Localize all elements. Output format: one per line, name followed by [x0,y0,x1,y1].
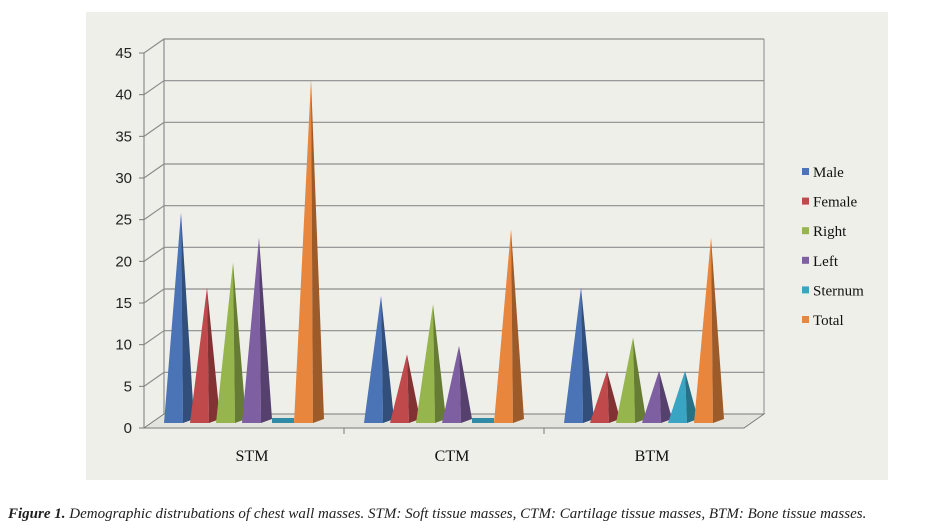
bar-face-side [685,371,698,423]
bar-face-front [190,287,209,423]
gridline [143,205,764,221]
bar-face-side [259,237,272,423]
bar-face-side [207,287,220,423]
y-tick-label: 5 [124,378,132,395]
chart-svg: 0 5 10 15 20 25 30 35 40 45 STM CTM BTM Male Female R… [115,38,864,465]
x-tick-label-ctm: CTM [435,448,470,465]
gridline [143,38,764,54]
bar-right-btm [616,337,646,423]
bar-face-front [416,304,435,423]
legend-swatch-male [802,168,809,175]
bar-male-ctm [364,296,394,423]
legend-label-sternum: Sternum [813,283,864,299]
y-axis-ticks: 0 5 10 15 20 25 30 35 40 45 [115,45,144,437]
bar-face-side [181,212,194,423]
figure-caption-text: Demographic distrubations of chest wall … [65,506,867,522]
y-tick-label: 40 [115,87,132,104]
legend-swatch-left [802,256,809,264]
legend: Male Female Right Left Sternum Total [802,165,864,329]
bar-total-stm [294,79,324,423]
bar-face-side [659,371,672,423]
bar-female-ctm [390,354,420,423]
x-tick-label-stm: STM [236,448,269,465]
gridline [143,121,764,137]
bar-female-btm [590,371,620,423]
bar-sternum-stm [272,418,294,423]
bar-face-side [607,371,620,423]
legend-swatch-total [802,316,809,323]
bar-face-front [590,371,609,423]
y-tick-label: 10 [115,337,132,354]
y-tick-label: 30 [115,170,132,187]
bar-face-front [494,229,513,423]
legend-label-male: Male [813,165,844,181]
figure-label: Figure 1. [8,506,66,522]
bar-male-btm [564,287,594,423]
bar-total-ctm [494,229,524,423]
bar-face-side [459,346,472,423]
y-tick-label: 25 [115,212,132,229]
bar-face-front [442,346,461,423]
chart-panel: 0 5 10 15 20 25 30 35 40 45 STM CTM BTM Male Female R… [86,12,888,480]
legend-swatch-sternum [802,286,809,294]
bar-face-side [407,354,420,423]
gridline [143,246,764,262]
bar-face-side [233,262,246,423]
legend-label-female: Female [813,195,857,211]
bar-right-ctm [416,304,446,423]
legend-swatch-right [802,227,809,235]
bar-total-btm [694,237,724,423]
bar-face-side [581,287,594,423]
bar-face-side [433,304,446,423]
legend-swatch-female [802,197,809,205]
bars [164,79,724,423]
figure-caption: Figure 1. Demographic distrubations of c… [8,506,943,523]
bar-right-stm [216,262,246,423]
bar-left-ctm [442,346,472,423]
x-axis-labels: STM CTM BTM [236,428,670,465]
bar-face-front [216,262,235,423]
y-tick-label: 15 [115,295,132,312]
gridlines [143,38,764,387]
bar-face-front [668,371,687,423]
bar-male-stm [164,212,194,423]
bar-sternum-btm [668,371,698,423]
bar-left-stm [242,237,272,423]
bar-face-front [242,237,261,423]
bar-face-front [694,237,713,423]
bar-left-btm [642,371,672,423]
bar-face-front [616,337,635,423]
legend-label-right: Right [813,224,847,240]
bar-face-side [381,296,394,423]
y-tick-label: 20 [115,253,132,270]
y-tick-label: 0 [124,420,132,437]
bar-face-side [511,229,524,423]
bar-face-front [364,296,383,423]
bar-female-stm [190,287,220,423]
bar-face-front [294,79,313,423]
y-tick-label: 45 [115,45,132,62]
bar-face-side [711,237,724,423]
bar-face-front [164,212,183,423]
legend-label-total: Total [813,313,844,329]
y-tick-label: 35 [115,128,132,145]
bar-face-front [642,371,661,423]
x-tick-label-btm: BTM [635,448,670,465]
legend-label-left: Left [813,254,839,270]
gridline [143,80,764,96]
bar-face-side [311,79,324,423]
bar-face-front [564,287,583,423]
gridline [143,371,764,387]
gridline [143,330,764,346]
gridline [143,163,764,179]
bar-face-side [633,337,646,423]
gridline [143,288,764,304]
bar-face-front [390,354,409,423]
bar-sternum-ctm [472,418,494,423]
